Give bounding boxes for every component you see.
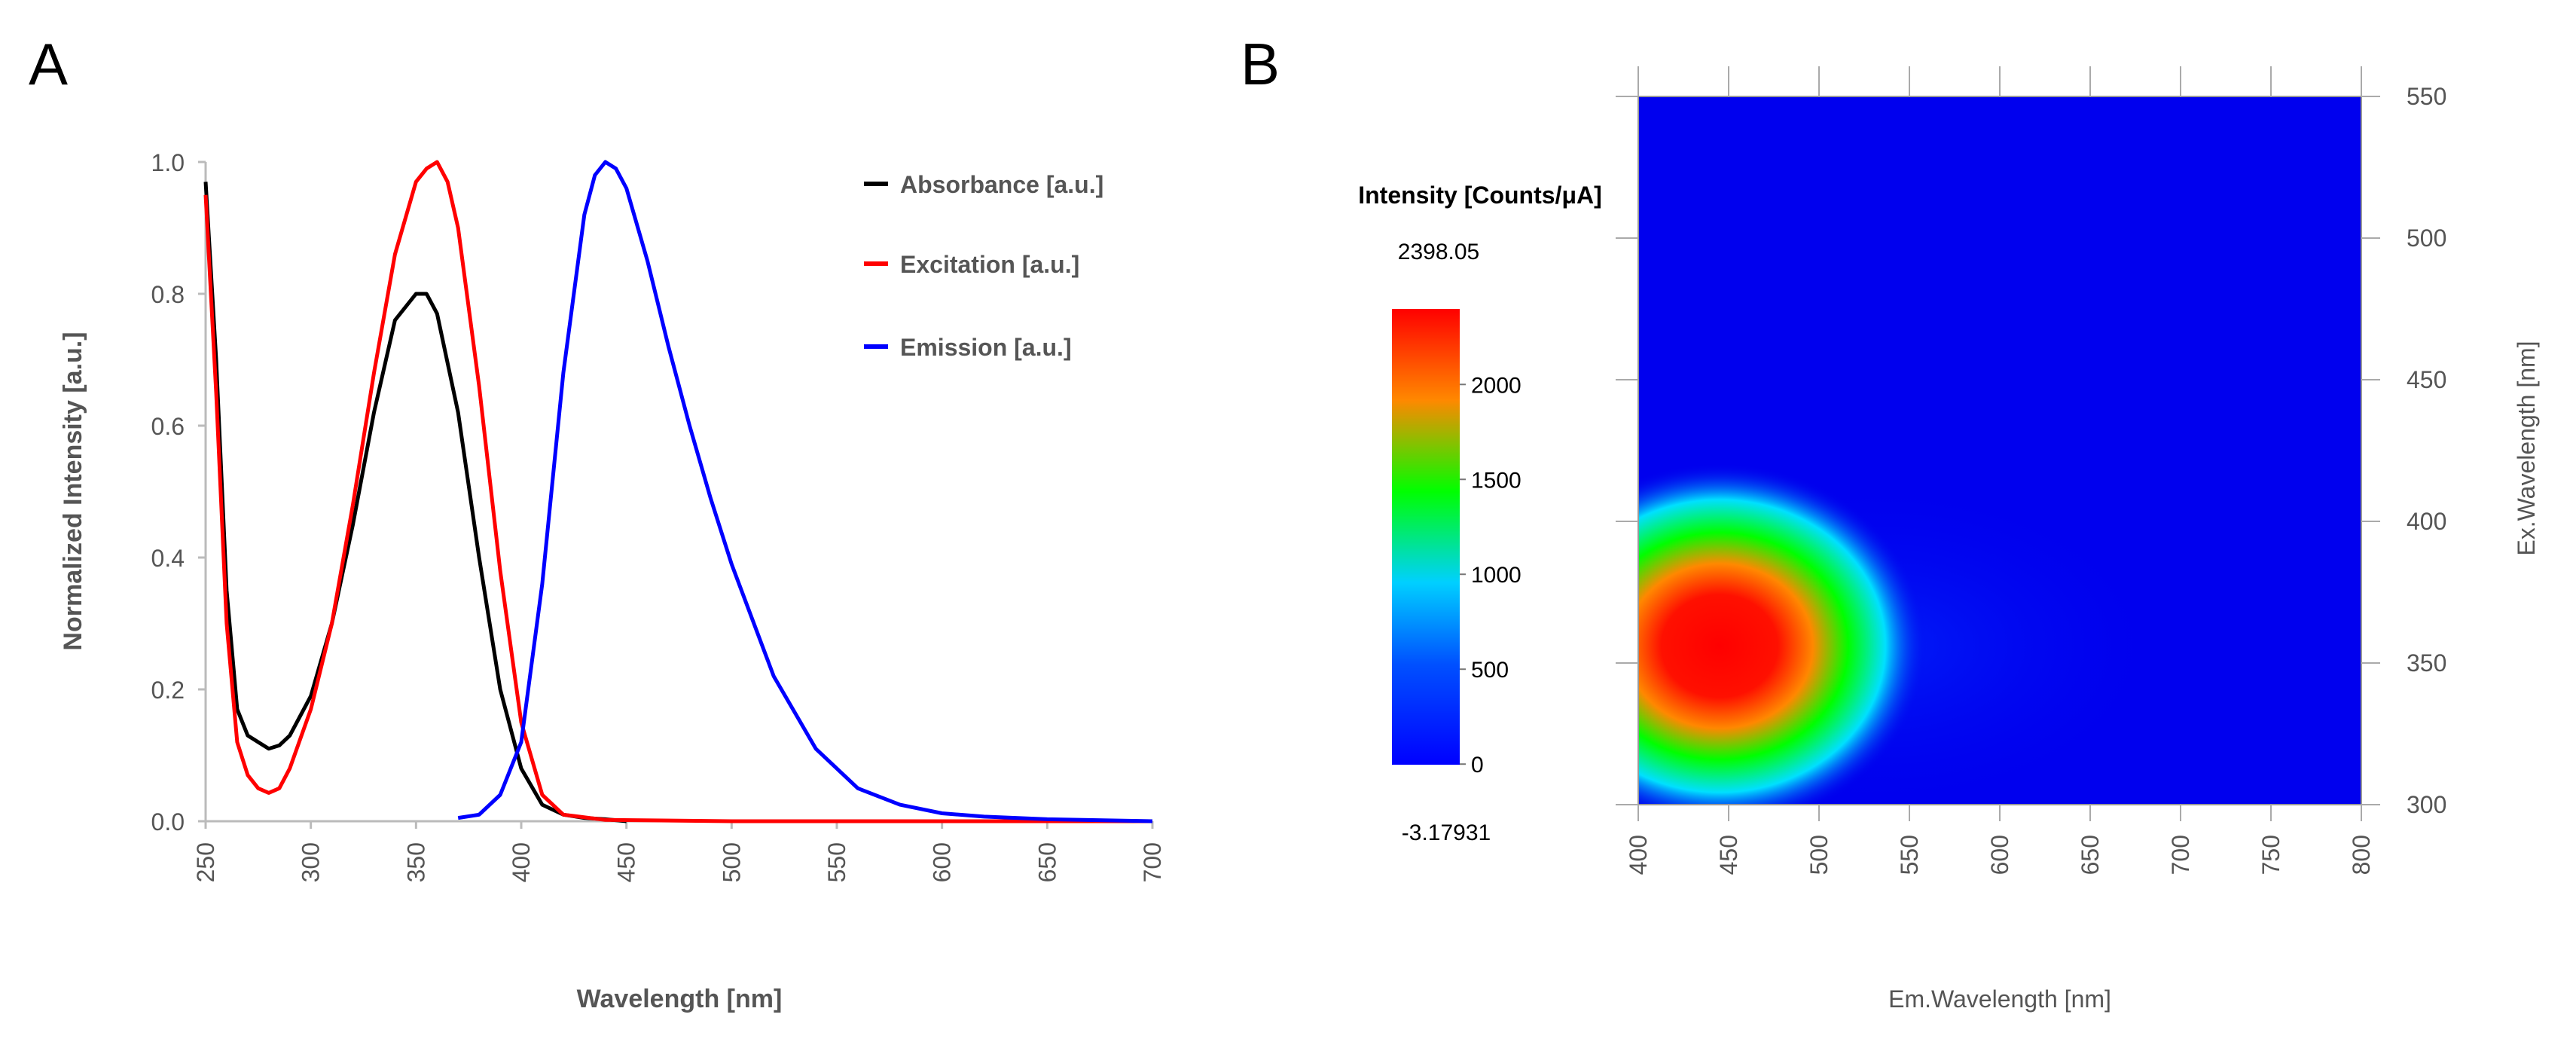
panel-a-label: A bbox=[29, 31, 68, 97]
chart-b-ytick-label: 450 bbox=[2407, 366, 2446, 393]
chart-a-xtick-label: 700 bbox=[1139, 842, 1166, 882]
chart-b-ytick-label: 400 bbox=[2407, 508, 2446, 535]
legend-excitation-label: Excitation [a.u.] bbox=[900, 251, 1079, 278]
chart-b-xtick-label: 400 bbox=[1625, 835, 1652, 875]
panel-b-label: B bbox=[1241, 31, 1280, 97]
chart-b-ytick-label: 350 bbox=[2407, 649, 2446, 677]
chart-b-ylabel: Ex.Wavelength [nm] bbox=[2513, 341, 2540, 555]
chart-b-xtick-label: 750 bbox=[2257, 835, 2285, 875]
chart-a-xtick-label: 650 bbox=[1033, 842, 1061, 882]
colorbar-tick-label: 1000 bbox=[1471, 563, 1521, 588]
excitation-line bbox=[203, 160, 1152, 823]
chart-a-ytick-label: 0.8 bbox=[151, 281, 185, 308]
heatmap-peak bbox=[1638, 463, 1927, 805]
chart-a-xtick-label: 550 bbox=[823, 842, 850, 882]
heatmap-area bbox=[1638, 96, 2361, 805]
chart-b-xtick-label: 600 bbox=[1986, 835, 2013, 875]
colorbar-max-label: 2398.05 bbox=[1398, 240, 1479, 264]
chart-a-xtick-label: 250 bbox=[192, 842, 219, 882]
chart-a-xtick-label: 500 bbox=[718, 842, 745, 882]
chart-b-xlabel: Em.Wavelength [nm] bbox=[1888, 985, 2111, 1013]
chart-b-xtick-label: 700 bbox=[2167, 835, 2194, 875]
colorbar-title: Intensity [Counts/μA] bbox=[1358, 182, 1602, 209]
colorbar-tick-label: 500 bbox=[1471, 658, 1509, 683]
colorbar-min-label: -3.17931 bbox=[1402, 820, 1491, 845]
chart-a-ytick-label: 0.6 bbox=[151, 413, 185, 440]
chart-a-ytick-label: 0.0 bbox=[151, 808, 185, 836]
chart-b: Intensity [Counts/μA] 2398.05 0 500 1000 15… bbox=[1358, 66, 2540, 1013]
emission-line bbox=[457, 160, 1153, 823]
legend-absorbance-label: Absorbance [a.u.] bbox=[900, 171, 1103, 198]
colorbar bbox=[1392, 309, 1460, 765]
chart-a-ylabel: Normalized Intensity [a.u.] bbox=[59, 332, 87, 650]
chart-a-xtick-label: 300 bbox=[298, 842, 325, 882]
chart-b-ytick-label: 500 bbox=[2407, 225, 2446, 252]
legend-emission-label: Emission [a.u.] bbox=[900, 334, 1072, 361]
chart-a-xtick-label: 450 bbox=[613, 842, 640, 882]
chart-b-xtick-label: 450 bbox=[1715, 835, 1742, 875]
chart-b-xtick-label: 550 bbox=[1896, 835, 1923, 875]
chart-a-xtick-label: 400 bbox=[508, 842, 535, 882]
chart-b-ytick-label: 550 bbox=[2407, 83, 2446, 110]
chart-a-xtick-label: 350 bbox=[402, 842, 429, 882]
colorbar-tick-label: 2000 bbox=[1471, 373, 1521, 398]
colorbar-tick-label: 1500 bbox=[1471, 468, 1521, 493]
chart-b-ytick-label: 300 bbox=[2407, 791, 2446, 818]
chart-a: 0.0 0.2 0.4 0.6 0.8 1.0 250 300 350 400 450 500 550… bbox=[59, 149, 1166, 1013]
chart-a-xlabel: Wavelength [nm] bbox=[577, 985, 783, 1013]
chart-a-ytick-label: 1.0 bbox=[151, 149, 185, 176]
chart-a-legend: Absorbance [a.u.] Excitation [a.u.] Emis… bbox=[864, 171, 1103, 361]
absorbance-line bbox=[203, 182, 627, 823]
chart-b-xtick-label: 650 bbox=[2077, 835, 2104, 875]
chart-b-xtick-label: 500 bbox=[1805, 835, 1833, 875]
chart-a-xtick-label: 600 bbox=[929, 842, 956, 882]
chart-a-ytick-label: 0.2 bbox=[151, 677, 185, 704]
colorbar-tick-label: 0 bbox=[1471, 753, 1484, 778]
chart-a-ytick-label: 0.4 bbox=[151, 545, 185, 572]
chart-b-xtick-label: 800 bbox=[2348, 835, 2375, 875]
